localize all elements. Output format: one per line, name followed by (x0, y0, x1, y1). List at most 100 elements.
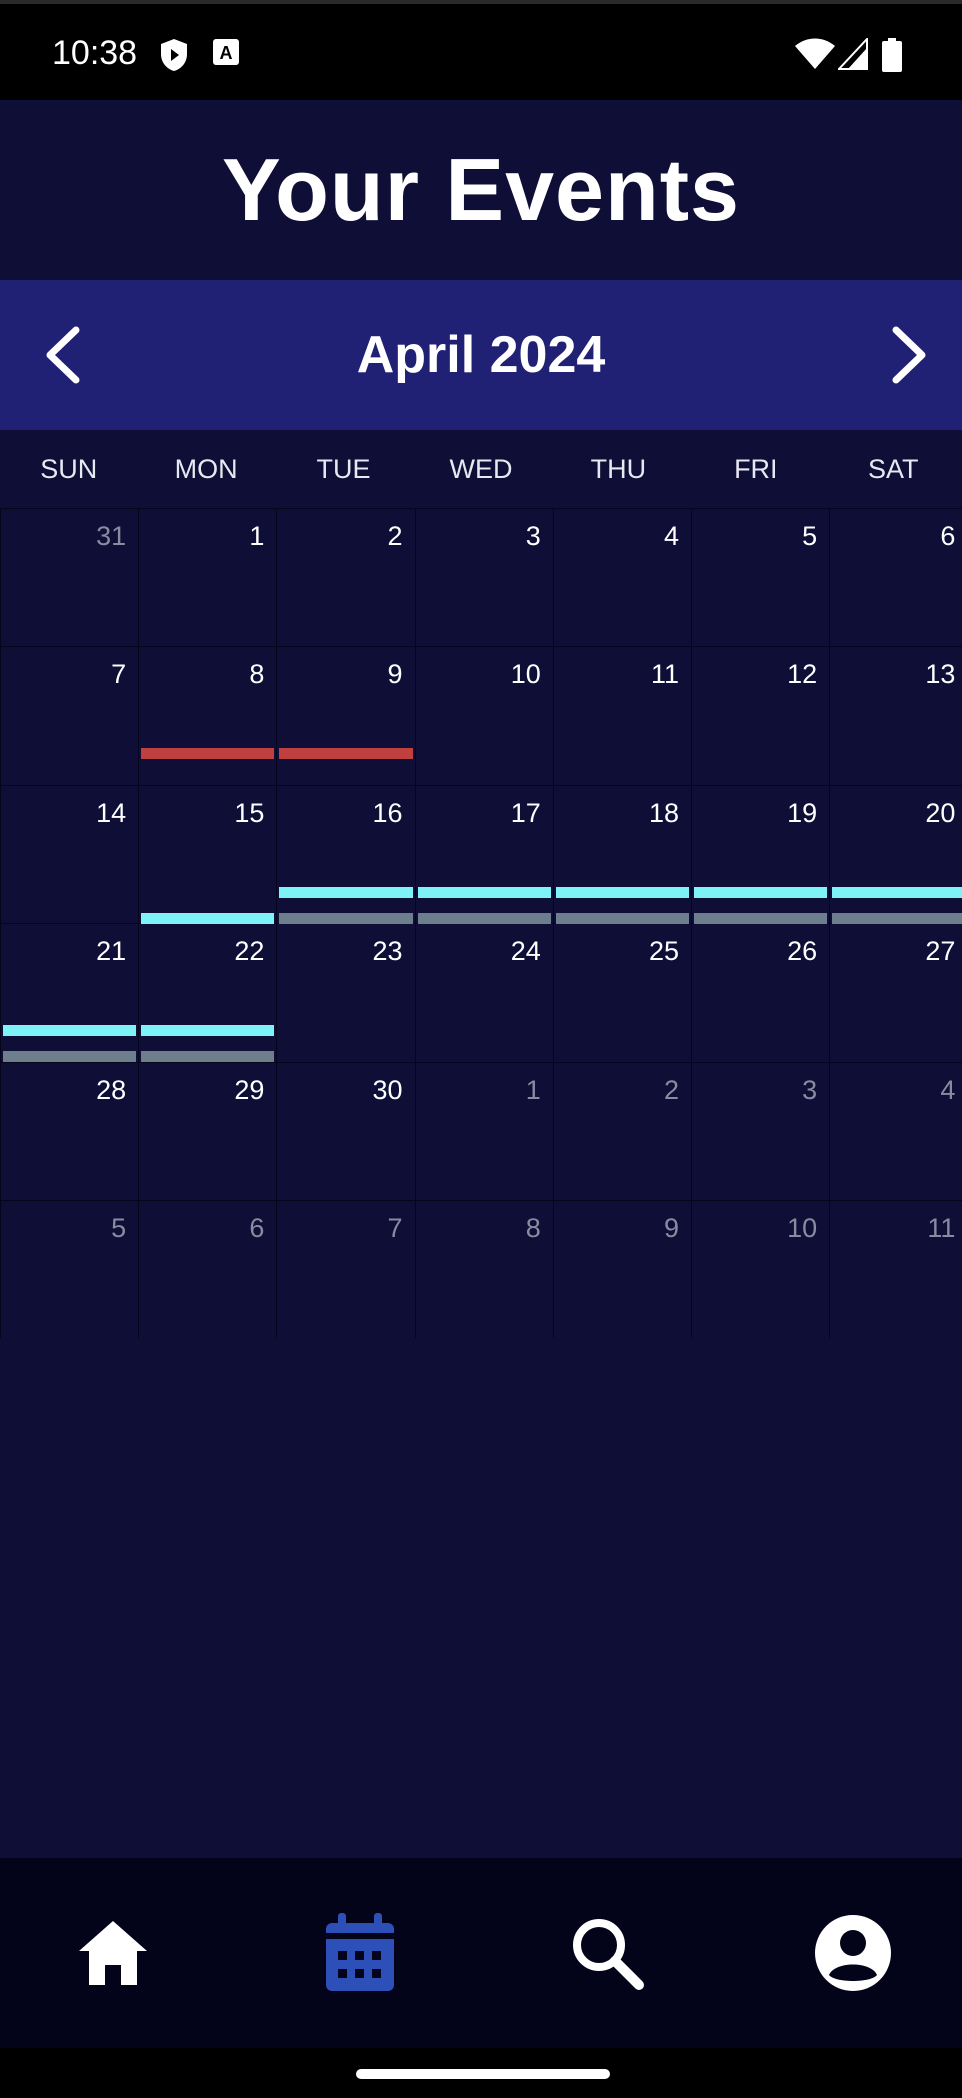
calendar-grid: 31 1 2 3 4 5 6 7 8 9 10 11 12 13 14 15 16 17 18 19 20 21 22 23 2… (0, 508, 962, 1339)
event-bar[interactable] (555, 912, 689, 924)
event-bar[interactable] (141, 1025, 275, 1037)
calendar-day-cell[interactable]: 18 (552, 784, 691, 924)
day-number: 16 (372, 797, 403, 828)
calendar-day-cell[interactable]: 13 (829, 646, 962, 785)
calendar-day-cell[interactable]: 3 (691, 1061, 830, 1200)
event-bar[interactable] (417, 886, 551, 898)
home-icon (79, 1921, 147, 1985)
day-number: 8 (249, 659, 265, 690)
nav-search-button[interactable] (562, 1908, 652, 1998)
calendar-day-cell[interactable]: 14 (0, 784, 139, 924)
calendar-day-cell[interactable]: 5 (691, 508, 830, 647)
day-number: 18 (648, 797, 679, 828)
day-number: 28 (96, 1074, 127, 1105)
calendar-day-cell[interactable]: 31 (0, 508, 139, 647)
nav-calendar-button[interactable] (315, 1908, 405, 1998)
day-number: 4 (663, 521, 679, 551)
event-bar[interactable] (279, 886, 413, 898)
status-time: 10:38 (52, 34, 138, 72)
calendar-day-cell[interactable]: 5 (0, 1200, 139, 1339)
calendar-day-cell[interactable]: 9 (276, 646, 415, 785)
profile-icon (815, 1915, 891, 1991)
day-number: 10 (510, 659, 541, 690)
calendar-day-cell[interactable]: 30 (276, 1061, 415, 1200)
calendar-day-cell[interactable]: 27 (829, 923, 962, 1062)
day-number: 6 (249, 1213, 265, 1243)
calendar-day-cell[interactable]: 10 (691, 1200, 830, 1339)
calendar-day-cell[interactable]: 1 (414, 1061, 553, 1200)
calendar-day-cell[interactable]: 6 (829, 508, 962, 647)
event-bar[interactable] (141, 748, 275, 760)
event-bar[interactable] (832, 912, 962, 924)
calendar-day-cell[interactable]: 28 (0, 1061, 139, 1200)
calendar-day-cell[interactable]: 16 (276, 784, 415, 924)
event-bar[interactable] (694, 912, 828, 924)
weekday-label: MON (174, 454, 238, 484)
calendar-day-cell[interactable]: 4 (552, 508, 691, 647)
calendar-day-cell[interactable]: 6 (138, 1200, 277, 1339)
nav-home-button[interactable] (68, 1908, 158, 1998)
calendar-day-cell[interactable]: 29 (138, 1061, 277, 1200)
day-number: 1 (249, 521, 265, 551)
weekday-label: SUN (40, 454, 98, 484)
calendar-day-cell[interactable]: 23 (276, 923, 415, 1062)
calendar-day-cell[interactable]: 2 (276, 508, 415, 647)
previous-month-button[interactable] (30, 320, 100, 390)
day-number: 2 (663, 1074, 679, 1105)
event-bar[interactable] (832, 886, 962, 898)
next-month-button[interactable] (872, 320, 942, 390)
calendar-day-cell[interactable]: 3 (414, 508, 553, 647)
day-number: 22 (234, 936, 265, 967)
day-number: 11 (927, 1213, 956, 1243)
gesture-handle[interactable] (356, 2069, 610, 2079)
shield-play-icon (160, 38, 188, 77)
calendar-day-cell[interactable]: 4 (829, 1061, 962, 1200)
calendar-day-cell[interactable]: 15 (138, 784, 277, 924)
signal-icon (836, 36, 868, 75)
calendar-day-cell[interactable]: 2 (552, 1061, 691, 1200)
calendar-day-cell[interactable]: 8 (414, 1200, 553, 1339)
event-bar[interactable] (3, 1051, 137, 1063)
day-number: 26 (787, 936, 818, 967)
calendar-day-cell[interactable]: 8 (138, 646, 277, 785)
calendar-day-cell[interactable]: 26 (691, 923, 830, 1062)
calendar-day-cell[interactable]: 11 (829, 1200, 962, 1339)
calendar-day-cell[interactable]: 19 (691, 784, 830, 924)
nav-profile-button[interactable] (808, 1908, 898, 1998)
day-number: 12 (787, 659, 818, 690)
calendar-day-cell[interactable]: 12 (691, 646, 830, 785)
day-number: 21 (96, 936, 127, 967)
calendar-day-cell[interactable]: 22 (138, 923, 277, 1062)
event-bar[interactable] (694, 886, 828, 898)
event-bar[interactable] (555, 886, 689, 898)
calendar-day-cell[interactable]: 9 (552, 1200, 691, 1339)
day-number: 2 (387, 521, 403, 551)
event-bar[interactable] (417, 912, 551, 924)
calendar-day-cell[interactable]: 7 (0, 646, 139, 785)
calendar-day-cell[interactable]: 21 (0, 923, 139, 1062)
weekday-label: WED (449, 454, 513, 484)
calendar-day-cell[interactable]: 20 (829, 784, 962, 924)
event-bar[interactable] (279, 912, 413, 924)
event-bar[interactable] (279, 748, 413, 760)
calendar-day-cell[interactable]: 7 (276, 1200, 415, 1339)
calendar-day-cell[interactable]: 24 (414, 923, 553, 1062)
calendar-day-cell[interactable]: 25 (552, 923, 691, 1062)
event-bar[interactable] (3, 1025, 137, 1037)
calendar-day-cell[interactable]: 17 (414, 784, 553, 924)
calendar-day-cell[interactable]: 11 (552, 646, 691, 785)
page-header: Your Events (0, 100, 962, 280)
day-number: 27 (925, 936, 956, 967)
calendar-day-cell[interactable]: 10 (414, 646, 553, 785)
day-number: 3 (525, 521, 541, 551)
chevron-right-icon (892, 326, 926, 384)
event-bar[interactable] (141, 1051, 275, 1063)
weekday-header: SUN MON TUE WED THU FRI SAT (0, 430, 962, 508)
weekday-label: TUE (316, 454, 371, 484)
day-number: 6 (940, 521, 956, 551)
status-bar: 10:38 A (0, 0, 962, 100)
calendar-day-cell[interactable]: 1 (138, 508, 277, 647)
day-number: 29 (234, 1074, 265, 1105)
page-title: Your Events (222, 140, 740, 239)
event-bar[interactable] (141, 912, 275, 924)
